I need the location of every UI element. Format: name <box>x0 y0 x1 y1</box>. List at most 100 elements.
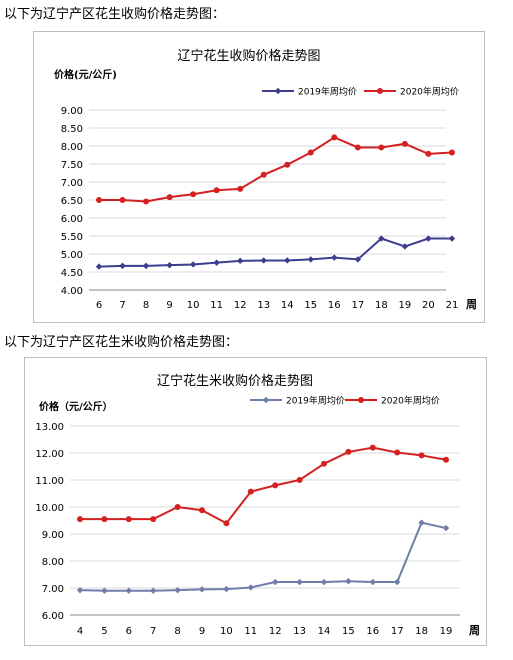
legend-marker-0 <box>262 396 270 404</box>
legend-marker-1 <box>377 88 383 94</box>
legend-marker-1 <box>358 397 364 403</box>
data-point-0 <box>284 257 291 264</box>
chart-title: 辽宁花生米收购价格走势图 <box>157 373 313 389</box>
data-point-1 <box>307 149 314 156</box>
data-point-0 <box>272 578 279 586</box>
series-line-1 <box>99 136 453 203</box>
y-tick-label: 13.00 <box>35 422 64 433</box>
data-point-1 <box>369 444 376 451</box>
caption-peanut: 以下为辽宁产区花生收购价格走势图： <box>4 7 226 22</box>
x-tick-label: 13 <box>257 300 270 311</box>
x-tick-label: 9 <box>166 300 172 311</box>
legend-label-0: 2019年周均价 <box>298 86 357 98</box>
data-point-1 <box>166 194 173 201</box>
x-tick-label: 14 <box>281 300 294 311</box>
data-point-1 <box>418 452 425 459</box>
data-point-0 <box>223 585 230 593</box>
data-point-0 <box>418 519 425 526</box>
data-point-0 <box>236 257 244 265</box>
x-tick-label: 15 <box>304 300 317 311</box>
x-tick-label: 14 <box>318 626 331 637</box>
y-axis-label: 价格(元/公斤) <box>54 68 117 81</box>
data-point-0 <box>95 263 103 270</box>
data-point-0 <box>448 235 456 242</box>
x-tick-label: 18 <box>375 300 388 311</box>
data-point-1 <box>174 504 181 510</box>
y-tick-label: 9.00 <box>42 530 64 541</box>
data-point-0 <box>119 262 126 270</box>
y-tick-label: 6.00 <box>42 611 64 622</box>
y-tick-label: 10.00 <box>35 503 64 514</box>
data-point-0 <box>307 256 314 263</box>
x-tick-label: 5 <box>101 626 107 637</box>
x-tick-label: 12 <box>269 626 282 637</box>
x-axis-label: 周 <box>466 298 477 311</box>
chart-panel-kernel: 辽宁花生米收购价格走势图价格（元/公斤） 13.00 12.00 11.00 10.00… <box>24 357 487 646</box>
data-point-1 <box>296 477 303 483</box>
y-tick-label: 6.00 <box>61 214 83 225</box>
series-line-1 <box>80 446 447 525</box>
data-point-1 <box>401 140 408 147</box>
data-point-1 <box>425 150 432 157</box>
data-point-0 <box>320 578 328 586</box>
x-tick-label: 9 <box>199 626 205 637</box>
x-axis-label: 周 <box>469 624 480 637</box>
y-axis-label: 价格（元/公斤） <box>39 400 113 413</box>
x-tick-label: 21 <box>446 300 459 311</box>
data-point-0 <box>442 524 450 532</box>
data-point-0 <box>142 262 150 270</box>
x-tick-label: 11 <box>210 300 223 311</box>
data-point-1 <box>213 187 220 194</box>
data-point-0 <box>354 256 362 263</box>
data-point-0 <box>166 261 173 269</box>
data-point-1 <box>260 171 267 178</box>
y-tick-label: 11.00 <box>35 476 64 487</box>
y-tick-label: 6.50 <box>61 196 83 207</box>
y-tick-label: 9.00 <box>61 106 83 117</box>
data-point-1 <box>223 520 230 527</box>
x-tick-label: 18 <box>415 626 428 637</box>
y-tick-label: 7.00 <box>42 584 64 595</box>
x-tick-label: 12 <box>234 300 247 311</box>
data-point-1 <box>150 516 157 523</box>
caption-kernel: 以下为辽宁产区花生米收购价格走势图： <box>4 335 239 350</box>
data-point-1 <box>119 197 126 203</box>
data-point-1 <box>354 144 361 151</box>
legend-marker-0 <box>274 87 282 95</box>
x-tick-label: 16 <box>328 300 341 311</box>
data-point-0 <box>401 243 409 250</box>
x-tick-label: 13 <box>293 626 306 637</box>
x-tick-label: 11 <box>244 626 257 637</box>
data-point-1 <box>96 197 102 203</box>
legend-label-1: 2020年周均价 <box>400 86 459 98</box>
x-tick-label: 7 <box>150 626 156 637</box>
data-point-1 <box>331 134 338 141</box>
data-point-1 <box>321 460 327 467</box>
y-tick-label: 8.50 <box>61 124 83 135</box>
x-tick-label: 8 <box>143 300 149 311</box>
data-point-1 <box>237 185 244 192</box>
chart-title: 辽宁花生收购价格走势图 <box>177 48 320 64</box>
x-tick-label: 6 <box>126 626 132 637</box>
x-tick-label: 19 <box>399 300 412 311</box>
x-tick-label: 6 <box>96 300 102 311</box>
data-point-0 <box>296 578 303 586</box>
data-point-0 <box>198 586 206 593</box>
data-point-1 <box>190 191 197 198</box>
data-point-1 <box>443 456 449 463</box>
data-point-0 <box>189 261 197 268</box>
y-tick-label: 4.00 <box>61 286 83 297</box>
y-tick-label: 12.00 <box>35 449 64 460</box>
y-tick-label: 5.00 <box>61 250 83 261</box>
data-point-1 <box>125 516 132 523</box>
data-point-0 <box>213 259 220 266</box>
x-tick-label: 17 <box>391 626 404 637</box>
x-tick-label: 10 <box>187 300 200 311</box>
legend-label-0: 2019年周均价 <box>286 395 345 407</box>
data-point-0 <box>345 578 352 585</box>
data-point-0 <box>394 578 401 586</box>
legend-label-1: 2020年周均价 <box>381 395 440 407</box>
data-point-1 <box>378 144 385 151</box>
